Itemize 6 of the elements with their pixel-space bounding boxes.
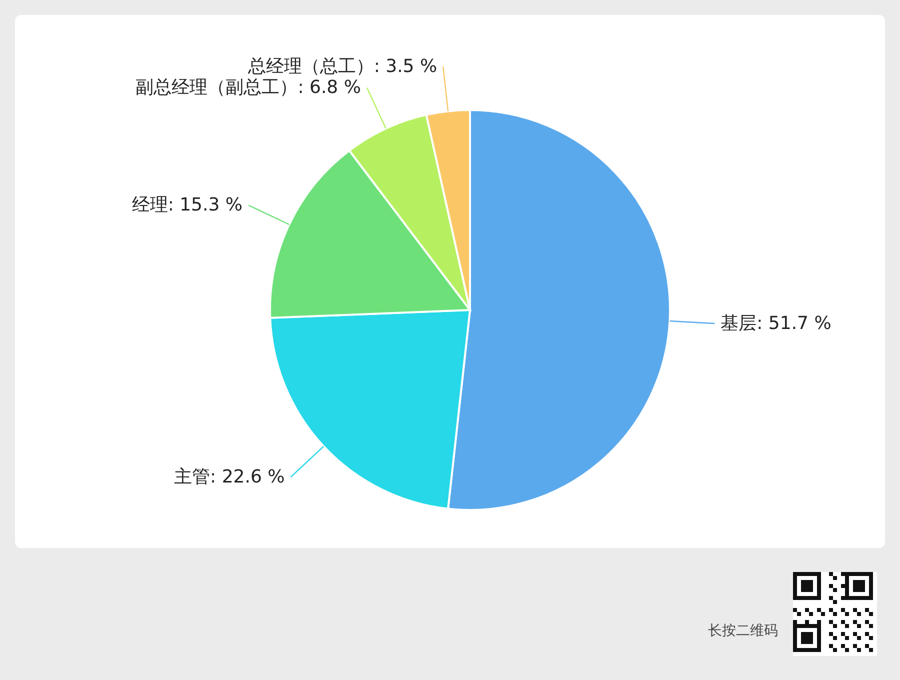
slice-label: 总经理（总工）: 3.5 %	[246, 56, 438, 77]
slice-label: 经理: 15.3 %	[132, 194, 243, 216]
slice-label: 基层: 51.7 %	[720, 312, 832, 334]
slice-label: 副总经理（副总工）: 6.8 %	[136, 77, 361, 98]
slice-label: 主管: 22.6 %	[174, 466, 285, 488]
text: 长按二维码	[708, 622, 778, 640]
